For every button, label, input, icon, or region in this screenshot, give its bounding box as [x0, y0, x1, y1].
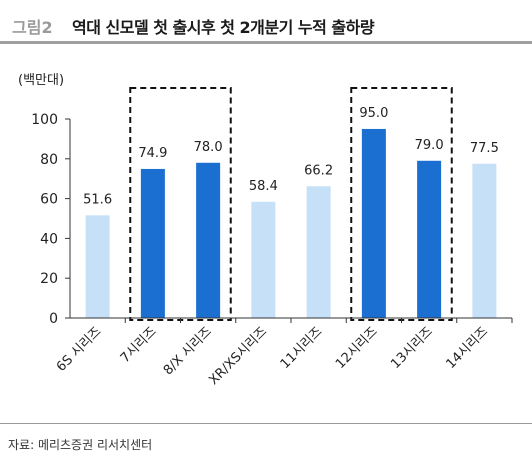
x-category-label: 13시리즈 [388, 324, 436, 372]
bar [85, 215, 110, 318]
bar [140, 168, 165, 318]
bar [361, 128, 386, 318]
bar-value-label: 95.0 [359, 106, 388, 121]
y-tick-label: 80 [40, 152, 58, 168]
x-category-label: 11시리즈 [278, 324, 326, 372]
unit-label: (백만대) [18, 73, 64, 88]
y-tick-label: 60 [40, 192, 58, 208]
figure-title-bar: 그림2 역대 신모델 첫 출시후 첫 2개분기 누적 출하량 [0, 0, 532, 44]
bar [251, 201, 276, 318]
x-category-label: 6S 시리즈 [54, 324, 105, 375]
bar-value-label: 77.5 [470, 141, 499, 156]
bottom-divider [0, 423, 532, 424]
bar [306, 186, 331, 318]
x-category-label: 8/X 시리즈 [161, 324, 215, 378]
x-category-label: XR/XS시리즈 [206, 324, 270, 388]
figure-label: 그림2 [12, 18, 53, 37]
y-tick-label: 20 [40, 271, 58, 287]
y-tick-label: 40 [40, 231, 58, 247]
bar-value-label: 51.6 [83, 192, 112, 207]
bar [417, 160, 442, 318]
bar-value-label: 66.2 [304, 163, 333, 178]
x-category-label: 12시리즈 [333, 324, 381, 372]
source-note: 자료: 메리츠증권 리서치센터 [8, 438, 153, 452]
bar-value-label: 78.0 [194, 140, 223, 155]
figure-title: 역대 신모델 첫 출시후 첫 2개분기 누적 출하량 [72, 18, 375, 37]
y-tick-label: 100 [31, 112, 58, 128]
bar [196, 162, 221, 318]
bar-value-label: 74.9 [138, 146, 167, 161]
y-tick-label: 0 [49, 311, 58, 327]
x-category-label: 7시리즈 [118, 324, 160, 366]
bar-value-label: 58.4 [249, 179, 278, 194]
bar [472, 163, 497, 318]
bar-chart: (백만대) 0 20 40 60 80 100 51.6 6S 시리즈 74.9 7시리즈 78.0 8… [18, 73, 513, 388]
bar-value-label: 79.0 [415, 138, 444, 153]
x-category-label: 14시리즈 [444, 324, 492, 372]
